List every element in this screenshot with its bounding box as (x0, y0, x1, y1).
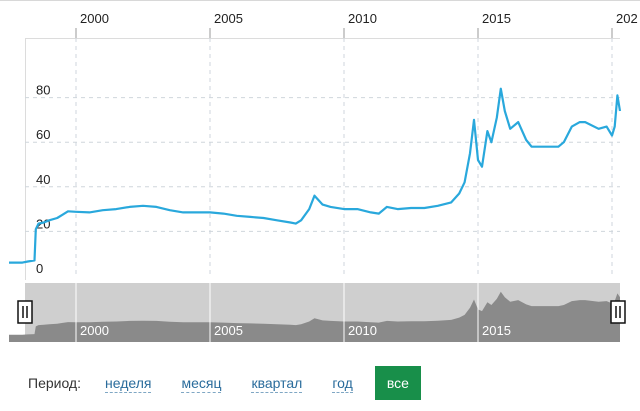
period-selector: Период: неделя месяц квартал год все (28, 366, 421, 400)
x-tick-label: 2005 (214, 11, 243, 26)
period-option-month[interactable]: месяц (181, 374, 222, 393)
navigator-tick-label: 2005 (214, 323, 243, 338)
navigator-tick-label: 2010 (348, 323, 377, 338)
period-label: Период: (28, 375, 81, 391)
x-tick-label: 2010 (348, 11, 377, 26)
period-option-week[interactable]: неделя (105, 374, 152, 393)
x-tick-label: 2000 (80, 11, 109, 26)
series-line (9, 87, 622, 264)
navigator-area (9, 291, 620, 342)
navigator-tick-label: 2000 (80, 323, 109, 338)
x-tick-label: 202 (616, 11, 638, 26)
x-tick-label: 2015 (482, 11, 511, 26)
period-option-year[interactable]: год (332, 374, 353, 393)
drag-handle-right-icon[interactable] (610, 300, 626, 324)
y-tick-label: 80 (36, 83, 50, 98)
y-tick-label: 40 (36, 172, 50, 187)
y-tick-label: 60 (36, 127, 50, 142)
drag-handle-left-icon[interactable] (17, 300, 33, 324)
y-tick-label: 0 (36, 261, 43, 276)
navigator-tick-label: 2015 (482, 323, 511, 338)
period-option-quarter[interactable]: квартал (251, 374, 303, 393)
period-option-all[interactable]: все (374, 366, 421, 400)
